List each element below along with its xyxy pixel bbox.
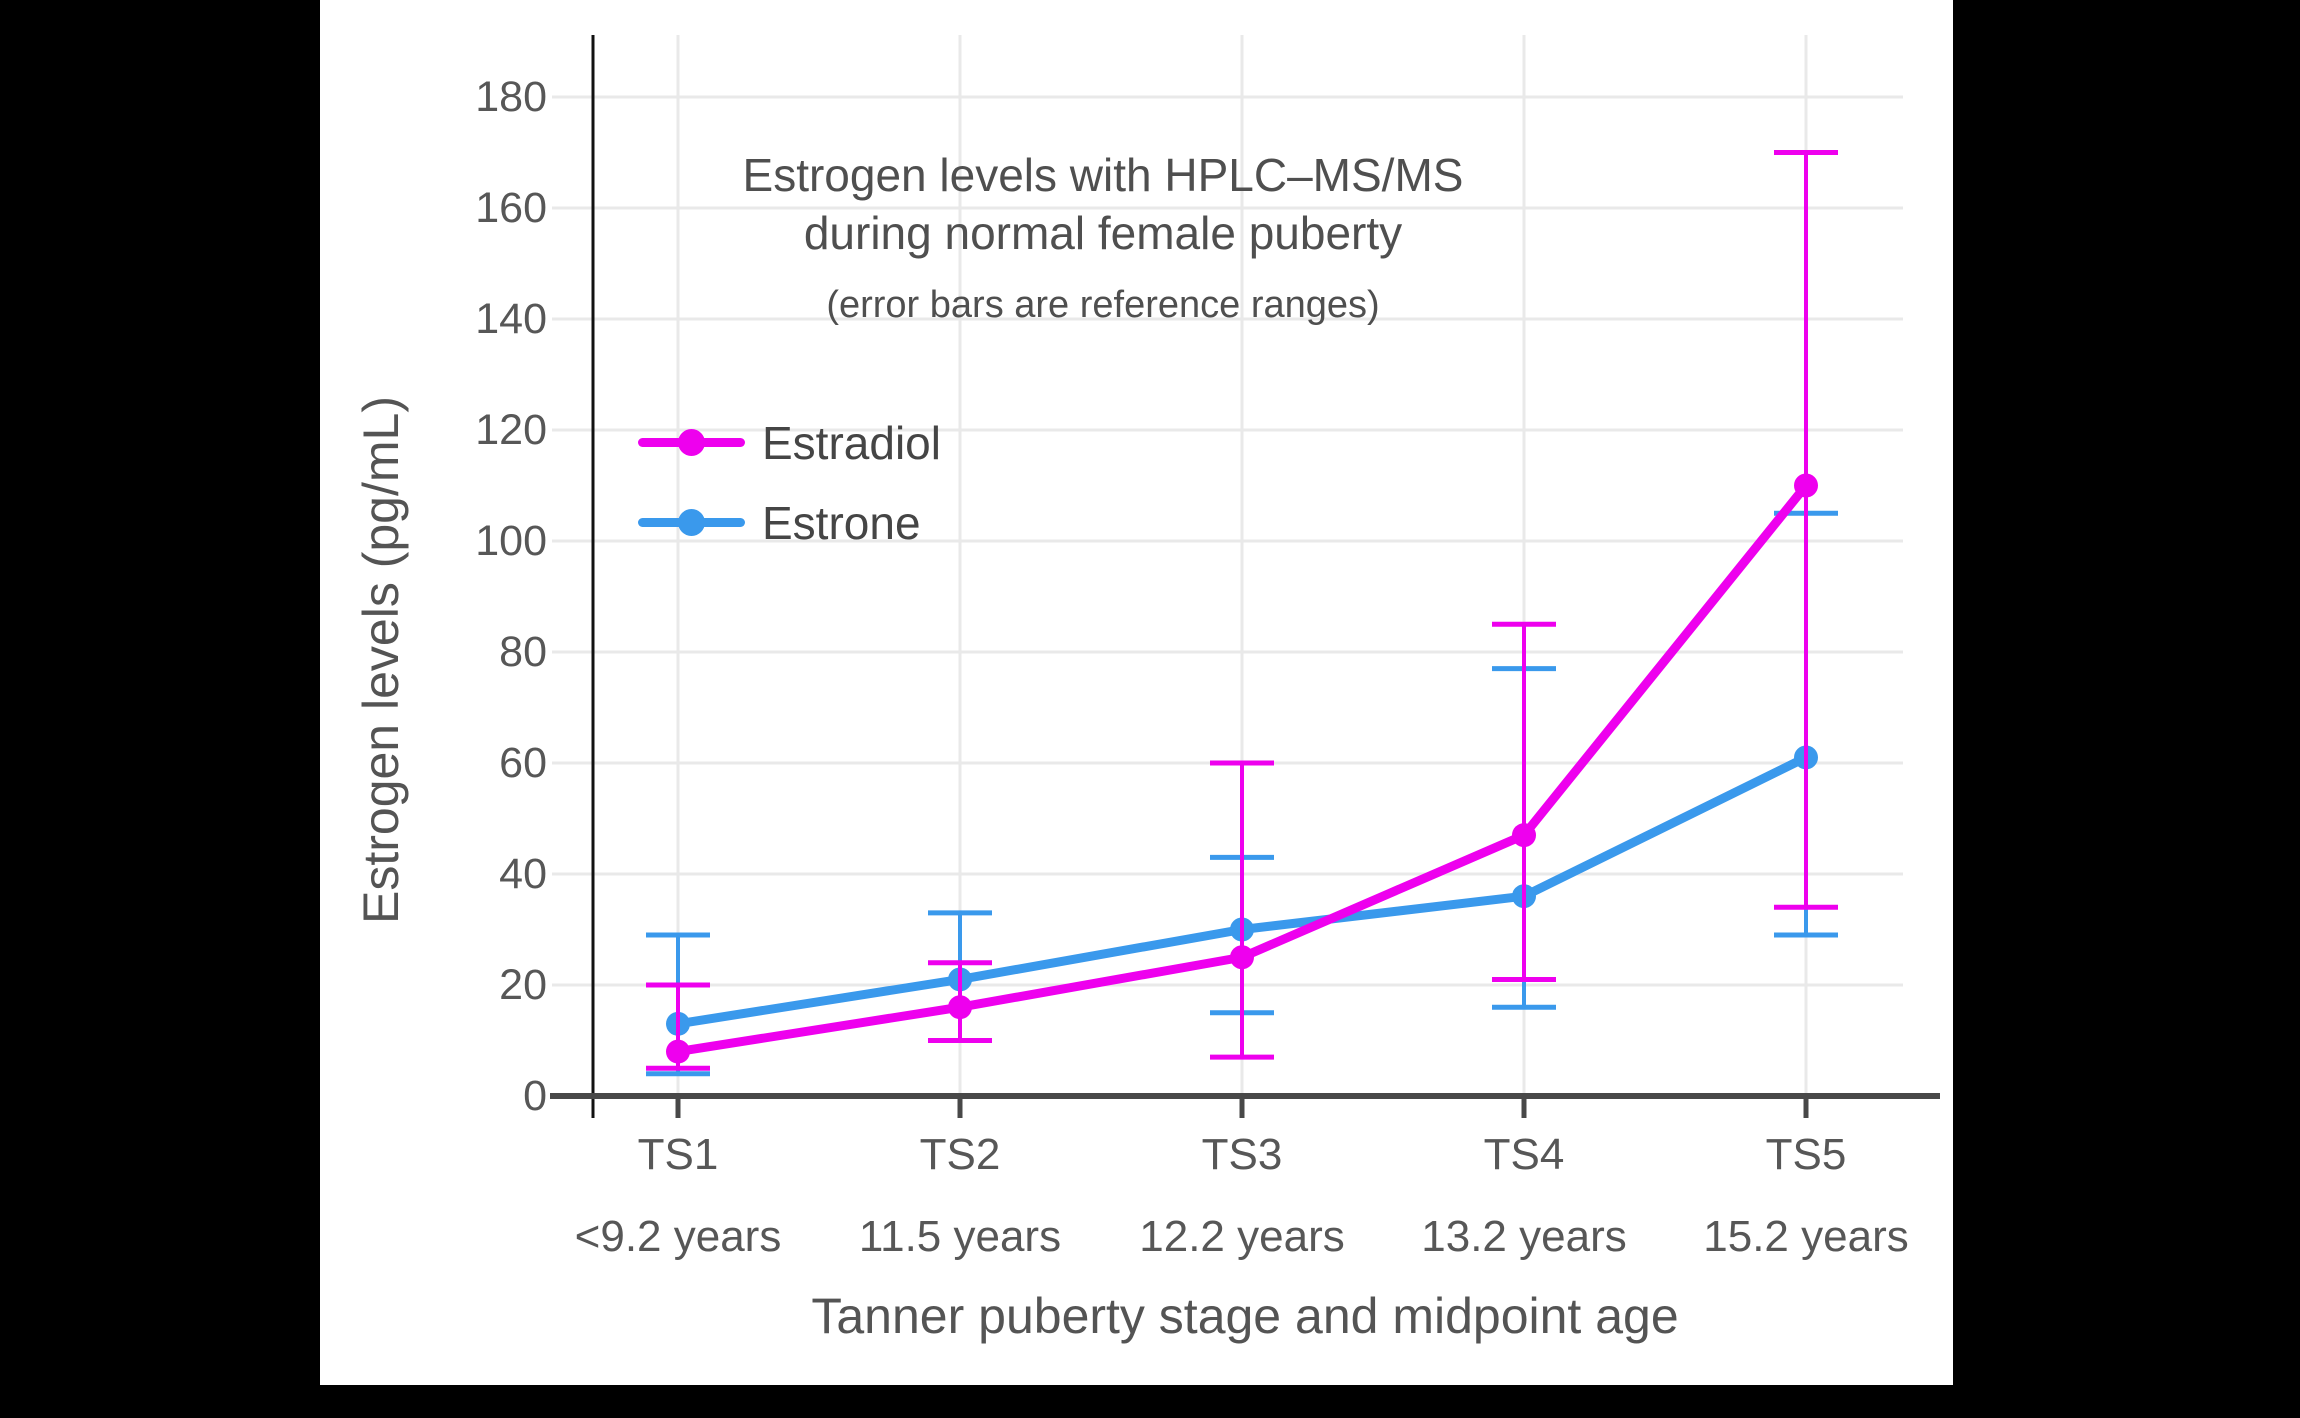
data-series — [646, 150, 1838, 1077]
chart-title-line1: Estrogen levels with HPLC–MS/MS — [742, 149, 1464, 201]
y-tick-label: 40 — [499, 850, 547, 898]
y-tick-label: 180 — [475, 73, 547, 121]
x-tick-label: TS2 — [919, 1130, 1001, 1179]
axis-spines — [550, 35, 1940, 1118]
x-tick-label: TS1 — [637, 1130, 719, 1179]
legend-estrone-label: Estrone — [762, 497, 921, 549]
y-tick-label: 160 — [475, 184, 547, 232]
x-age-label: 13.2 years — [1421, 1212, 1627, 1261]
estradiol-data-point — [1230, 945, 1254, 970]
y-tick-label: 100 — [475, 517, 547, 565]
chart-subtitle: (error bars are reference ranges) — [826, 284, 1380, 326]
x-age-label: 15.2 years — [1703, 1212, 1909, 1261]
chart-title-line2: during normal female puberty — [803, 207, 1403, 259]
y-tick-label: 0 — [523, 1072, 547, 1120]
x-axis-title: Tanner puberty stage and midpoint age — [811, 1288, 1679, 1344]
estradiol-data-point — [1794, 473, 1818, 498]
x-axis-ticks — [675, 1096, 1809, 1118]
y-tick-label: 140 — [475, 295, 547, 343]
x-age-label: <9.2 years — [574, 1212, 782, 1261]
x-tick-label: TS4 — [1483, 1130, 1565, 1179]
estradiol-data-point — [1512, 823, 1536, 848]
legend-estradiol-label: Estradiol — [762, 417, 941, 469]
y-tick-label: 20 — [499, 961, 547, 1009]
y-axis-ticks — [552, 95, 593, 987]
y-tick-label: 60 — [499, 739, 547, 787]
legend-estradiol-marker — [678, 429, 705, 456]
y-tick-label: 120 — [475, 406, 547, 454]
x-age-label: 12.2 years — [1139, 1212, 1345, 1261]
y-axis-title: Estrogen levels (pg/mL) — [353, 395, 409, 925]
legend-estrone-marker — [678, 509, 705, 536]
x-tick-label: TS5 — [1765, 1130, 1847, 1179]
x-tick-label: TS3 — [1201, 1130, 1283, 1179]
estradiol-data-point — [948, 995, 972, 1020]
y-tick-label: 80 — [499, 628, 547, 676]
x-age-label: 11.5 years — [858, 1212, 1062, 1261]
estradiol-data-point — [666, 1039, 690, 1064]
